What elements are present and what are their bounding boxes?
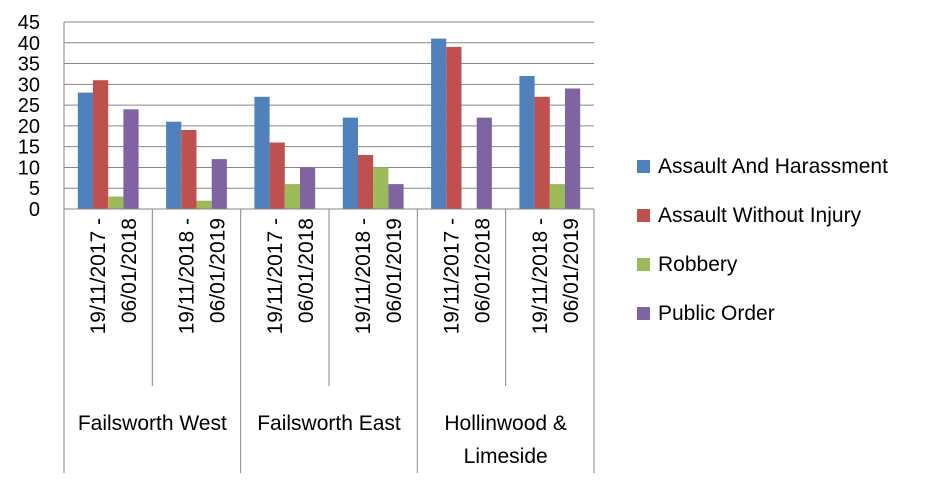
y-tick-label: 20 [18, 116, 40, 138]
bar-2-1 [93, 80, 109, 209]
bar-4-3 [300, 167, 316, 209]
category-label: 19/11/2017 - [264, 218, 287, 334]
bar-4-4 [388, 184, 404, 209]
group-label: Failsworth West [78, 412, 227, 435]
bar-1-4 [342, 117, 358, 209]
category-label: 06/01/2019 [560, 218, 583, 323]
group-label: Hollinwood & [444, 412, 567, 435]
y-tick-label: 5 [29, 178, 40, 200]
bar-2-3 [269, 142, 285, 209]
category-label: 06/01/2018 [295, 218, 318, 323]
category-label: 19/11/2017 - [441, 218, 464, 334]
category-label: 19/11/2018 - [176, 218, 199, 334]
y-tick-label: 0 [29, 199, 40, 221]
category-label: 06/01/2018 [472, 218, 495, 323]
category-label: 19/11/2018 - [352, 218, 375, 334]
y-tick-label: 25 [18, 95, 40, 117]
group-label: Failsworth East [257, 412, 401, 435]
legend-swatch-4 [637, 307, 650, 320]
y-tick-label: 45 [18, 12, 40, 34]
bar-1-3 [254, 96, 270, 209]
bar-2-6 [534, 96, 550, 209]
bar-3-1 [108, 196, 124, 209]
group-label: Limeside [464, 445, 548, 468]
bar-3-4 [373, 167, 389, 209]
y-tick-label: 15 [18, 137, 40, 159]
bar-1-5 [431, 38, 447, 209]
category-label: 06/01/2019 [207, 218, 230, 323]
bar-1-2 [166, 121, 182, 209]
y-tick-label: 35 [18, 54, 40, 76]
y-tick-label: 10 [18, 157, 40, 179]
legend-label-4: Public Order [658, 302, 775, 325]
bar-4-1 [123, 109, 139, 209]
bar-3-6 [549, 184, 565, 209]
legend-swatch-3 [637, 258, 650, 271]
legend-label-1: Assault And Harassment [658, 155, 888, 178]
bar-2-5 [446, 46, 462, 210]
category-label: 06/01/2018 [118, 218, 141, 323]
bar-4-5 [476, 117, 492, 209]
bar-2-4 [358, 155, 374, 209]
bar-3-3 [284, 184, 300, 209]
bar-4-2 [211, 159, 227, 209]
y-tick-label: 30 [18, 74, 40, 96]
category-label: 19/11/2017 - [87, 218, 110, 334]
bar-2-2 [181, 130, 197, 209]
bar-1-1 [77, 92, 93, 209]
legend-label-2: Assault Without Injury [658, 204, 862, 227]
legend-swatch-1 [637, 160, 650, 173]
bar-4-6 [565, 88, 581, 209]
legend-label-3: Robbery [658, 253, 738, 276]
bar-1-6 [519, 76, 535, 209]
y-tick-label: 40 [18, 33, 40, 55]
category-label: 19/11/2018 - [529, 218, 552, 334]
legend-swatch-2 [637, 209, 650, 222]
category-label: 06/01/2019 [383, 218, 406, 323]
bar-3-2 [196, 200, 212, 209]
